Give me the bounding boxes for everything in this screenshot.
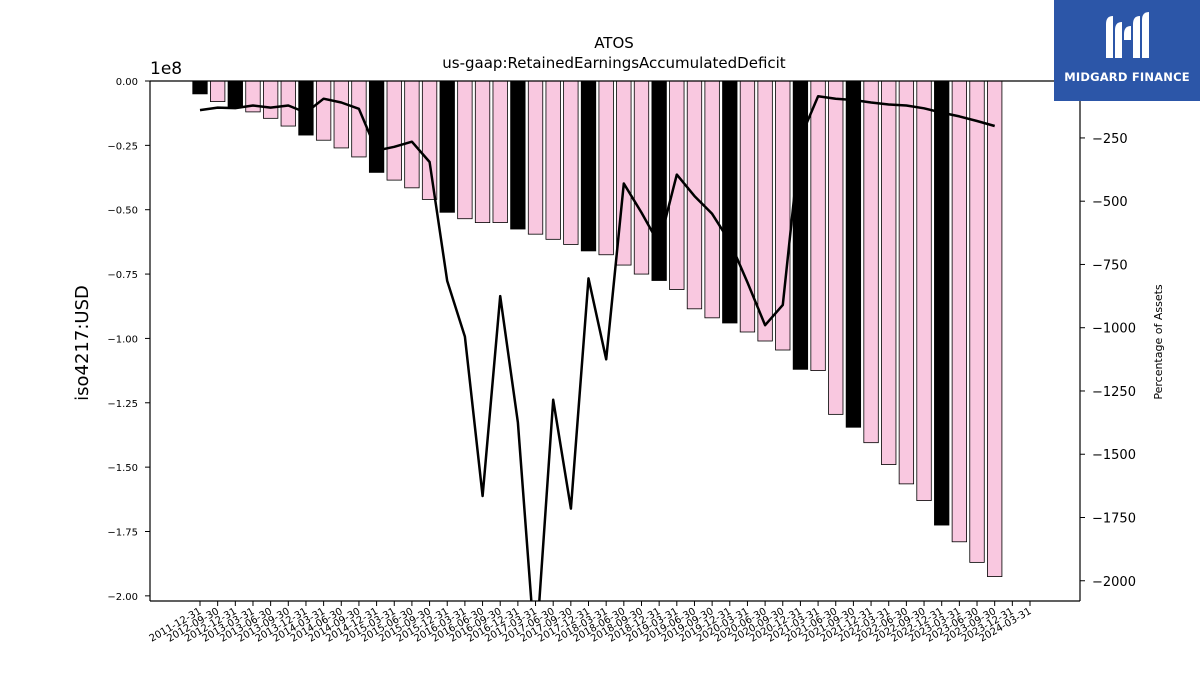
y2-tick-label: −750 [1092, 258, 1128, 273]
y2-axis-label: Percentage of Assets [1152, 284, 1165, 400]
bar-quarterly [474, 80, 491, 223]
bar-quarterly [386, 80, 402, 181]
bar-quarterly [210, 80, 226, 102]
bar-quarterly [457, 80, 473, 220]
bar-series [192, 80, 1003, 577]
chart-title: ATOS [594, 34, 634, 52]
line-series [199, 94, 996, 601]
y2-tick-label: −250 [1092, 132, 1128, 147]
y2-tick-label: −2000 [1092, 575, 1136, 590]
bar-annual [510, 80, 526, 230]
y-tick-label: −2.00 [107, 592, 138, 603]
y-tick-label: 0.00 [116, 77, 138, 88]
bar-quarterly [315, 80, 332, 141]
bar-annual [192, 80, 208, 95]
y-tick-label: −0.75 [107, 270, 138, 281]
bar-quarterly [987, 80, 1003, 577]
bar-quarterly [898, 80, 915, 485]
bar-quarterly [828, 80, 844, 415]
bar-quarterly [633, 80, 650, 275]
bar-quarterly [598, 80, 614, 256]
y-tick-label: −1.75 [107, 527, 138, 538]
bar-annual [934, 80, 950, 526]
bar-annual [580, 80, 597, 252]
bar-quarterly [757, 80, 773, 342]
bar-annual [227, 80, 243, 108]
y-tick-label: −0.25 [107, 141, 138, 152]
y2-tick-label: −1500 [1092, 448, 1136, 463]
bar-quarterly [669, 80, 685, 290]
bar-quarterly [280, 80, 296, 127]
bar-quarterly [545, 80, 561, 240]
y2-tick-label: −1000 [1092, 322, 1136, 337]
y2-tick-label: −500 [1092, 195, 1128, 210]
midgard-logo-icon [1054, 10, 1200, 72]
brand-logo: MIDGARD FINANCE [1054, 0, 1200, 101]
bar-quarterly [563, 80, 579, 245]
bar-quarterly [704, 80, 720, 319]
bar-quarterly [951, 80, 968, 543]
y-tick-label: −1.50 [107, 463, 138, 474]
bar-annual [439, 80, 455, 213]
bar-quarterly [333, 80, 349, 149]
percentage-of-assets-line [199, 94, 996, 601]
brand-name: MIDGARD FINANCE [1064, 70, 1190, 84]
bar-annual [651, 80, 667, 281]
bar-quarterly [404, 80, 420, 189]
y2-tick-label: −1250 [1092, 385, 1136, 400]
bar-quarterly [863, 80, 879, 444]
bar-quarterly [262, 80, 279, 119]
chart-subtitle: us-gaap:RetainedEarningsAccumulatedDefic… [442, 54, 786, 72]
bar-quarterly [527, 80, 544, 235]
y-scale-label: 1e8 [150, 59, 182, 79]
bar-quarterly [421, 80, 438, 200]
bar-quarterly [492, 80, 508, 223]
bar-quarterly [916, 80, 932, 502]
bar-annual [368, 80, 385, 173]
y-tick-label: −1.00 [107, 334, 138, 345]
bar-quarterly [810, 80, 826, 372]
y-tick-label: −0.50 [107, 206, 138, 217]
bar-annual [722, 80, 738, 324]
bar-quarterly [881, 80, 897, 465]
y-tick-label: −1.25 [107, 399, 138, 410]
bar-quarterly [969, 80, 985, 563]
bar-annual [845, 80, 862, 428]
y2-tick-label: −1750 [1092, 511, 1136, 526]
y-axis-label: iso4217:USD [72, 285, 93, 401]
